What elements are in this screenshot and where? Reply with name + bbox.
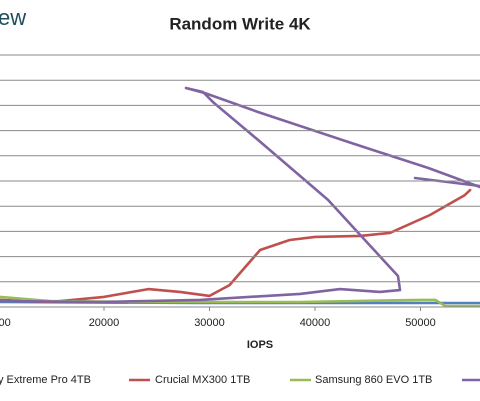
x-tick-label: 0000 xyxy=(0,317,11,329)
chart-title: Random Write 4K xyxy=(169,14,311,33)
plot-area xyxy=(0,86,480,308)
series-line xyxy=(0,188,472,304)
legend-label: Samsung 860 EVO 1TB xyxy=(315,374,432,386)
x-tick-label: 40000 xyxy=(300,317,331,329)
x-tick-label: 50000 xyxy=(405,317,436,329)
x-axis-label: IOPS xyxy=(247,339,273,351)
series-line xyxy=(0,86,480,304)
legend-label: y Extreme Pro 4TB xyxy=(0,374,91,386)
x-tick-label: 30000 xyxy=(194,317,225,329)
logo: ew xyxy=(0,5,26,30)
legend-label: Crucial MX300 1TB xyxy=(155,374,250,386)
x-tick-label: 20000 xyxy=(89,317,120,329)
series-line xyxy=(413,176,480,188)
